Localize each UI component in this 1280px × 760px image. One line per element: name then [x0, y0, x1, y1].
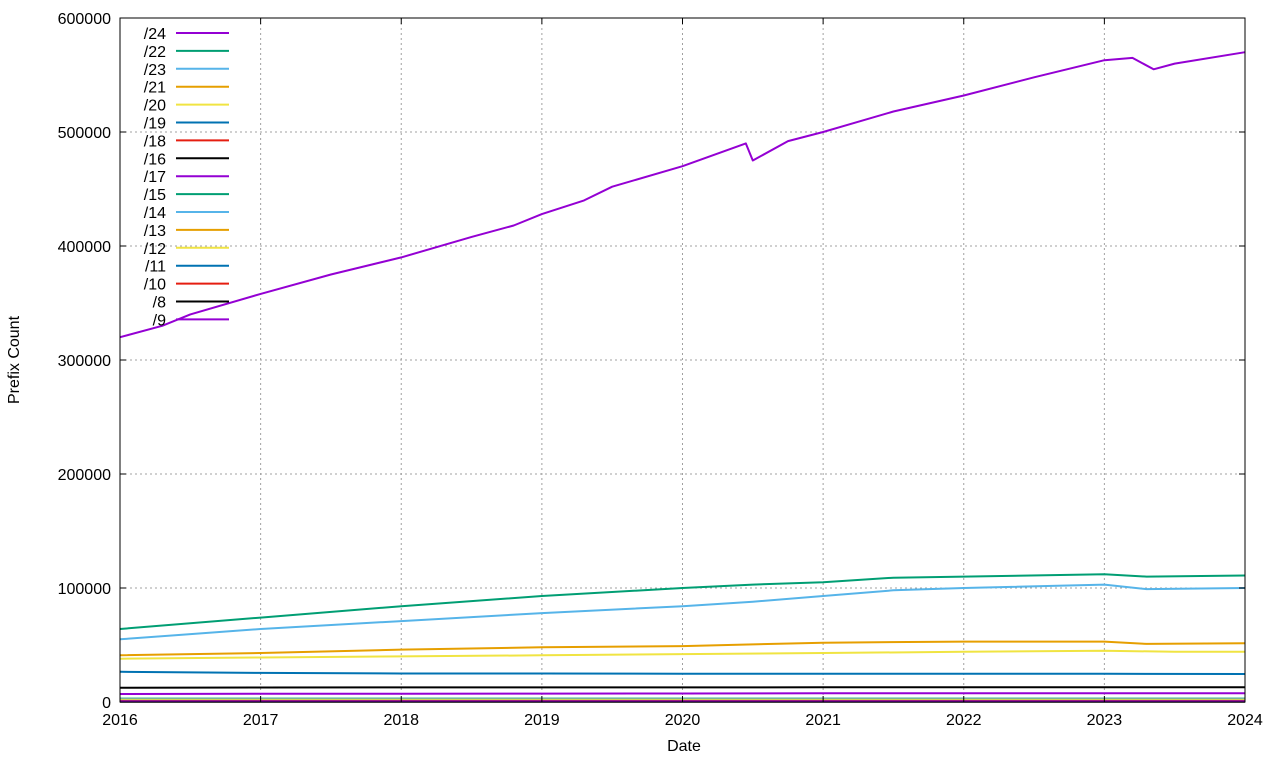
legend-label: /20: [144, 98, 166, 115]
legend-label: /13: [144, 223, 166, 240]
y-tick-label: 0: [102, 695, 111, 712]
y-tick-labels: 0 100000 200000 300000 400000 500000 600000: [58, 11, 111, 712]
legend-label: /21: [144, 80, 166, 97]
legend-label: /11: [145, 259, 166, 276]
y-tick-label: 500000: [58, 125, 111, 142]
y-tick-label: 400000: [58, 239, 111, 256]
tick-marks: [119, 17, 1246, 703]
legend-label: /16: [144, 151, 166, 168]
x-tick-label: 2024: [1227, 712, 1263, 729]
legend-label: /14: [144, 205, 166, 222]
x-axis-label: Date: [667, 738, 701, 755]
y-tick-label: 600000: [58, 11, 111, 28]
x-tick-label: 2016: [102, 712, 138, 729]
x-tick-label: 2023: [1087, 712, 1123, 729]
x-tick-label: 2017: [243, 712, 279, 729]
legend-label: /12: [144, 241, 166, 258]
x-tick-labels: 2016 2017 2018 2019 2020 2021 2022 2023 2024: [102, 712, 1263, 729]
legend-label: /15: [144, 187, 166, 204]
legend-label: /17: [144, 169, 166, 186]
series-line-prefix-22: [119, 573, 1246, 630]
legend-label: /19: [144, 116, 166, 133]
series-line-prefix-19: [119, 670, 1246, 675]
y-tick-label: 200000: [58, 467, 111, 484]
y-tick-label: 300000: [58, 353, 111, 370]
series-line-prefix-24: [119, 51, 1246, 339]
series-line-prefix-20: [119, 649, 1245, 660]
series-line-prefix-21: [119, 640, 1246, 657]
x-tick-label: 2019: [524, 712, 560, 729]
x-tick-label: 2021: [805, 712, 841, 729]
legend-label: /18: [144, 133, 166, 150]
x-tick-label: 2018: [383, 712, 419, 729]
y-axis-label: Prefix Count: [6, 315, 23, 404]
legend-label: /9: [153, 312, 166, 329]
grid: [120, 18, 1245, 702]
legend-label: /23: [144, 62, 166, 79]
legend-label: /8: [153, 295, 166, 312]
legend: /24/22/23/21/20/19/18/16/17/15/14/13/12/…: [144, 26, 229, 329]
series-line-prefix-17: [119, 692, 1245, 695]
legend-label: /24: [144, 26, 166, 43]
series-line-prefix-23: [119, 583, 1246, 641]
legend-label: /10: [144, 277, 166, 294]
legend-label: /22: [144, 44, 166, 61]
x-tick-label: 2020: [665, 712, 701, 729]
x-tick-label: 2022: [946, 712, 982, 729]
series-line-prefix-16: [119, 686, 1245, 689]
y-tick-label: 100000: [58, 581, 111, 598]
